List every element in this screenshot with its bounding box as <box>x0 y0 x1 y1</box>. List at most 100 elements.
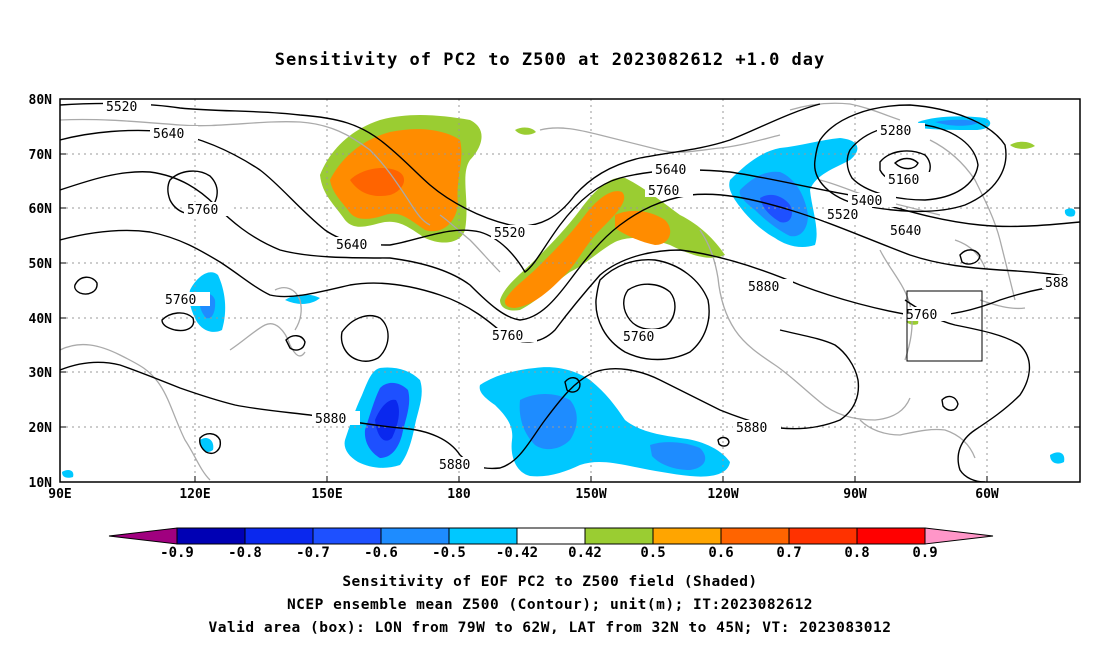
contour-label: 5880 <box>748 280 779 295</box>
contour-small-5 <box>941 395 959 411</box>
colorbar-tick-label: -0.5 <box>432 545 466 561</box>
contour-small-3 <box>199 433 221 454</box>
negative-patch-na-deep <box>760 194 792 223</box>
colorbar-extend-low <box>108 527 178 545</box>
contour-label: 5760 <box>187 203 218 218</box>
lat-label: 20N <box>29 421 53 436</box>
colorbar-swatch <box>244 527 314 545</box>
negative-patch-wpac-deep <box>375 399 399 441</box>
contour-label: 5160 <box>888 173 919 188</box>
contour-5160-inner <box>893 157 919 170</box>
contour-label: 5760 <box>492 329 523 344</box>
lon-label: 150W <box>575 487 606 502</box>
contour-label: 5640 <box>153 127 184 142</box>
negative-patch-small-b <box>1050 452 1065 464</box>
lat-label: 50N <box>29 257 53 272</box>
contour-small-8 <box>340 314 389 362</box>
colorbar-tick-label: -0.6 <box>364 545 398 561</box>
colorbar-tick-label: -0.42 <box>496 545 538 561</box>
contour-label: 5880 <box>736 421 767 436</box>
contour-label: 588 <box>1045 276 1068 291</box>
colorbar-tick-label: 0.8 <box>844 545 869 561</box>
lon-label: 150E <box>311 487 342 502</box>
lat-label: 40N <box>29 312 53 327</box>
contour-label: 5760 <box>623 330 654 345</box>
colorbar-swatch <box>448 527 518 545</box>
colorbar-swatch <box>720 527 790 545</box>
axis-ticks <box>60 98 1080 483</box>
lat-label: 10N <box>29 476 53 491</box>
contour-small-4 <box>564 377 581 393</box>
colorbar-swatch <box>176 527 246 545</box>
lon-label: 120E <box>179 487 210 502</box>
contour-label: 5280 <box>880 124 911 139</box>
colorbar-tick-label: -0.8 <box>228 545 262 561</box>
colorbar-tick-label: 0.7 <box>776 545 801 561</box>
contour-small-2 <box>161 312 195 332</box>
contour-label: 5760 <box>906 308 937 323</box>
contour-label: 5520 <box>106 100 137 115</box>
lat-label: 60N <box>29 202 53 217</box>
lat-label: 30N <box>29 366 53 381</box>
contour-label: 5760 <box>165 293 196 308</box>
negative-patch-japan <box>285 294 320 304</box>
lon-label: 90W <box>843 487 867 502</box>
colorbar-swatch <box>380 527 450 545</box>
contour-5400-low <box>814 104 1007 213</box>
colorbar-swatch <box>788 527 858 545</box>
contour-small-1 <box>74 276 98 295</box>
contour-label: 5520 <box>827 208 858 223</box>
negative-patch-epac-core <box>650 442 706 470</box>
negative-patch-small-c <box>1064 208 1076 217</box>
colorbar-tick-label: 0.6 <box>708 545 733 561</box>
caption-line-3: Valid area (box): LON from 79W to 62W, L… <box>208 620 892 636</box>
colorbar-swatch <box>312 527 382 545</box>
contour-label: 5640 <box>655 163 686 178</box>
colorbar-swatch <box>584 527 654 545</box>
latitude-labels: 80N 70N 60N 50N 40N 30N 20N 10N <box>29 93 53 491</box>
contour-5520-north <box>60 102 821 227</box>
colorbar-swatch <box>856 527 926 545</box>
lon-label: 180 <box>447 487 471 502</box>
caption-line-1: Sensitivity of EOF PC2 to Z500 field (Sh… <box>342 574 758 590</box>
negative-patch-small-d <box>62 469 74 478</box>
colorbar-tick-label: 0.5 <box>640 545 665 561</box>
colorbar-swatch <box>652 527 722 545</box>
lon-label: 120W <box>707 487 738 502</box>
contour-5880 <box>60 329 860 470</box>
colorbar-tick-label: -0.7 <box>296 545 330 561</box>
contour-label: 5640 <box>890 224 921 239</box>
contour-label: 5760 <box>648 184 679 199</box>
contour-small-6 <box>959 249 981 265</box>
positive-patch-small-2 <box>1010 141 1035 149</box>
lon-label: 60W <box>975 487 999 502</box>
negative-patch-arctic-core <box>935 119 980 126</box>
map-frame <box>59 98 1081 483</box>
colorbar-tick-label: -0.9 <box>160 545 194 561</box>
contour-5880-pac-high <box>623 283 676 331</box>
shaded-negative <box>62 116 1076 478</box>
colorbar-tick-label: 0.9 <box>912 545 937 561</box>
shaded-positive <box>320 115 1035 325</box>
positive-patch-small-1 <box>515 127 536 135</box>
contour-label: 5880 <box>439 458 470 473</box>
contour-5880-east <box>904 299 1031 482</box>
longitude-labels: 90E 120E 150E 180 150W 120W 90W 60W <box>48 487 999 502</box>
colorbar-labels: -0.9 -0.8 -0.7 -0.6 -0.5 -0.42 0.42 0.5 … <box>160 545 938 561</box>
figure-title: Sensitivity of PC2 to Z500 at 2023082612… <box>274 50 826 70</box>
lon-label: 90E <box>48 487 71 502</box>
colorbar <box>108 527 994 545</box>
colorbar-tick-label: 0.42 <box>568 545 602 561</box>
positive-patch-pacific-core <box>504 191 625 308</box>
colorbar-extend-high <box>924 527 994 545</box>
contour-label: 5880 <box>315 412 346 427</box>
caption-line-2: NCEP ensemble mean Z500 (Contour); unit(… <box>286 597 814 613</box>
contour-label: 5400 <box>851 194 882 209</box>
contour-5760-pac-high <box>595 258 710 361</box>
contour-labels: 5520 5640 5760 5640 5520 5640 5760 5760 … <box>103 99 1080 473</box>
contour-small-9 <box>717 436 730 447</box>
valid-area-box <box>906 290 983 362</box>
contour-small-7 <box>285 335 306 351</box>
lat-label: 70N <box>29 148 53 163</box>
